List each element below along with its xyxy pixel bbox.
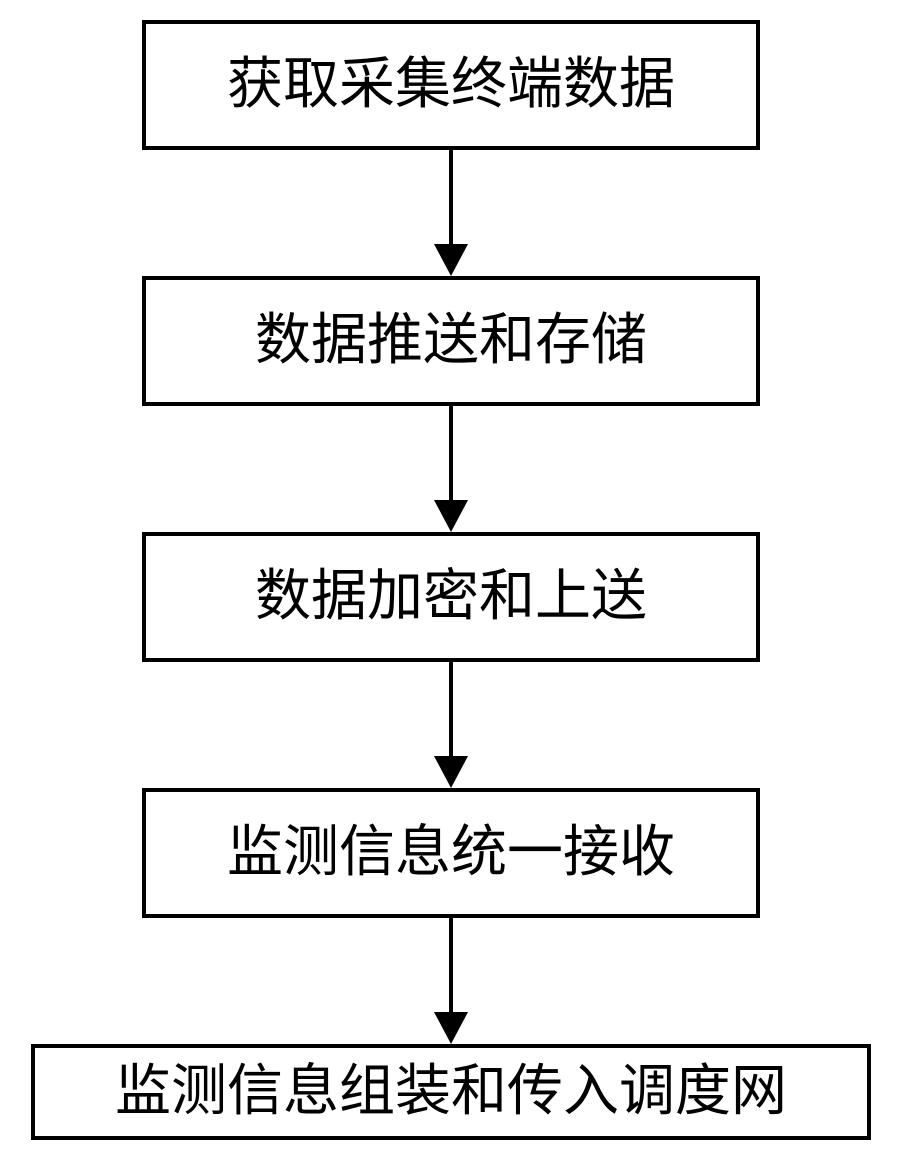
arrow-down-icon: [434, 918, 468, 1044]
arrow-down-icon: [434, 406, 468, 532]
flow-node-unified-receive: 监测信息统一接收: [142, 788, 760, 918]
flow-node-label: 数据加密和上送: [255, 569, 647, 625]
arrow-down-icon: [434, 662, 468, 788]
flow-node-encrypt-and-upload: 数据加密和上送: [142, 532, 760, 662]
flow-node-label: 监测信息统一接收: [227, 825, 675, 881]
flow-node-acquire-terminal-data: 获取采集终端数据: [142, 20, 760, 150]
arrow-down-icon: [434, 150, 468, 276]
flow-node-push-and-store: 数据推送和存储: [142, 276, 760, 406]
flowchart-canvas: 获取采集终端数据 数据推送和存储 数据加密和上送 监测信息统一接收 监测信息组装…: [0, 0, 902, 1159]
flow-node-label: 监测信息组装和传入调度网: [115, 1064, 787, 1120]
flow-node-label: 数据推送和存储: [255, 313, 647, 369]
flow-node-assemble-and-dispatch: 监测信息组装和传入调度网: [31, 1044, 871, 1140]
flow-node-label: 获取采集终端数据: [227, 57, 675, 113]
